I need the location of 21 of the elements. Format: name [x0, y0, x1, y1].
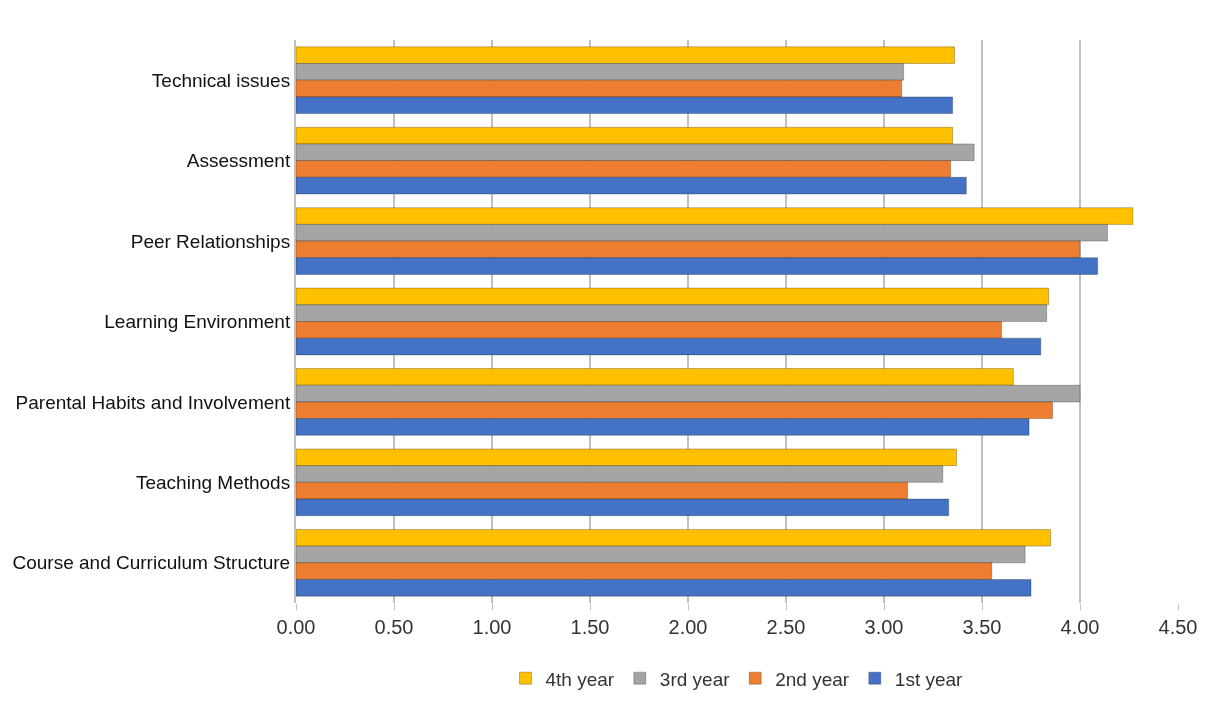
y-tick-label: Parental Habits and Involvement	[15, 391, 291, 413]
x-tick-label: 2.00	[668, 616, 708, 638]
y-tick-label: Peer Relationships	[130, 230, 291, 252]
y-tick-label: Assessment	[186, 150, 291, 172]
y-tick-label: Course and Curriculum Structure	[12, 552, 291, 574]
legend-label: 2nd year	[775, 668, 850, 690]
x-tick-label: 0.00	[276, 616, 316, 638]
x-tick-label: 3.00	[864, 616, 904, 638]
y-tick-label: Teaching Methods	[135, 472, 291, 494]
legend-label: 1st year	[894, 668, 964, 690]
x-tick-label: 2.50	[766, 616, 806, 638]
y-tick-label: Learning Environment	[104, 311, 291, 333]
legend-label: 4th year	[545, 668, 615, 690]
x-tick-label: 4.50	[1158, 616, 1198, 638]
x-tick-label: 1.00	[472, 616, 512, 638]
y-tick-label: Technical issues	[151, 69, 291, 91]
x-tick-label: 0.50	[374, 616, 414, 638]
x-tick-label: 3.50	[962, 616, 1002, 638]
x-tick-label: 4.00	[1060, 616, 1100, 638]
x-tick-label: 1.50	[570, 616, 610, 638]
legend-label: 3rd year	[659, 668, 731, 690]
